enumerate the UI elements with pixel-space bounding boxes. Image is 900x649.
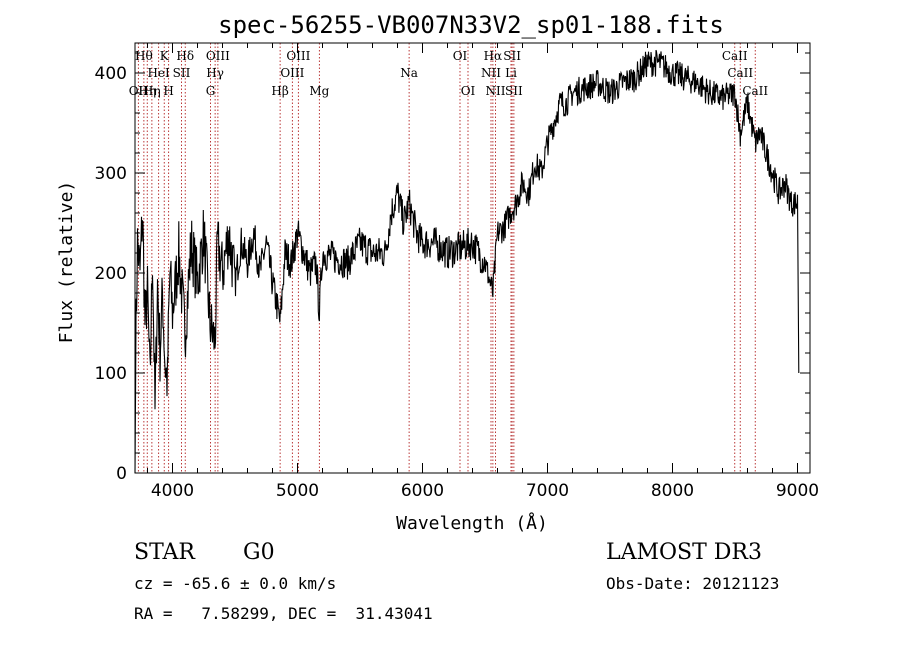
spectral-line-label: NII bbox=[481, 66, 501, 80]
x-tick-label: 6000 bbox=[401, 481, 444, 501]
spectral-line-label: Hδ bbox=[176, 49, 194, 63]
spectrum-series-line bbox=[134, 49, 800, 474]
spectral-line-label: Na bbox=[400, 66, 418, 80]
spectral-line-label: Li bbox=[505, 66, 517, 80]
spectral-line-label: Hγ bbox=[206, 66, 224, 80]
spectral-line-label: K bbox=[160, 49, 170, 63]
obs-date: Obs-Date: 20121123 bbox=[606, 574, 779, 593]
spectral-line-label: H bbox=[163, 84, 173, 98]
x-axis-ticks: 4000 5000 6000 7000 8000 9000 bbox=[147, 43, 819, 501]
spectral-line-labels: OIIHθHηHηHeIKHSIIHδGHγOIIIHβOIIIOIIIMgNa… bbox=[129, 49, 769, 98]
spectral-line-label: Hη bbox=[143, 84, 161, 98]
spectral-line-label: OIII bbox=[206, 49, 230, 63]
x-tick-label: 4000 bbox=[151, 481, 194, 501]
spectral-line-label: Mg bbox=[309, 84, 329, 98]
chart-title: spec-56255-VB007N33V2_sp01-188.fits bbox=[218, 11, 724, 39]
x-tick-label: 7000 bbox=[526, 481, 569, 501]
spectral-line-label: NII bbox=[486, 84, 506, 98]
x-tick-label: 5000 bbox=[276, 481, 319, 501]
x-tick-label: 8000 bbox=[651, 481, 694, 501]
spectral-line-label: OIII bbox=[280, 66, 304, 80]
spectral-line-label: CaII bbox=[727, 66, 753, 80]
spectral-line-label: OI bbox=[461, 84, 476, 98]
y-tick-label: 200 bbox=[95, 264, 127, 284]
spectral-line-label: Hη bbox=[138, 84, 156, 98]
y-tick-label: 0 bbox=[116, 464, 127, 484]
spectral-line-label: Hβ bbox=[271, 84, 288, 98]
spectral-line-label: SII bbox=[505, 84, 523, 98]
spectral-line-label: OII bbox=[129, 84, 149, 98]
spectral-line-label: CaII bbox=[722, 49, 748, 63]
survey-name: LAMOST DR3 bbox=[606, 540, 762, 565]
spectral-line-label: G bbox=[206, 84, 216, 98]
object-subclass: G0 bbox=[243, 540, 275, 565]
x-axis-label: Wavelength (Å) bbox=[396, 512, 548, 534]
spectral-line-markers bbox=[137, 43, 756, 473]
spectral-line-label: Hθ bbox=[135, 49, 153, 63]
y-tick-label: 100 bbox=[95, 364, 127, 384]
spectral-line-label: SII bbox=[503, 49, 521, 63]
spectral-line-label: OIII bbox=[286, 49, 310, 63]
spectral-line-label: HeI bbox=[147, 66, 170, 80]
y-tick-label: 400 bbox=[95, 64, 127, 84]
spectral-line-label: OI bbox=[453, 49, 468, 63]
object-class: STAR bbox=[134, 540, 196, 565]
y-axis-ticks: 0 100 200 300 400 bbox=[95, 52, 810, 484]
redshift-text: cz = -65.6 ± 0.0 km/s bbox=[134, 574, 336, 593]
spectral-line-label: SII bbox=[173, 66, 191, 80]
spectral-line-label: Hα bbox=[484, 49, 503, 63]
coordinates-text: RA = 7.58299, DEC = 31.43041 bbox=[134, 604, 433, 623]
x-tick-label: 9000 bbox=[776, 481, 819, 501]
y-axis-label: Flux (relative) bbox=[56, 181, 77, 344]
y-tick-label: 300 bbox=[95, 164, 127, 184]
spectral-line-label: CaII bbox=[742, 84, 768, 98]
